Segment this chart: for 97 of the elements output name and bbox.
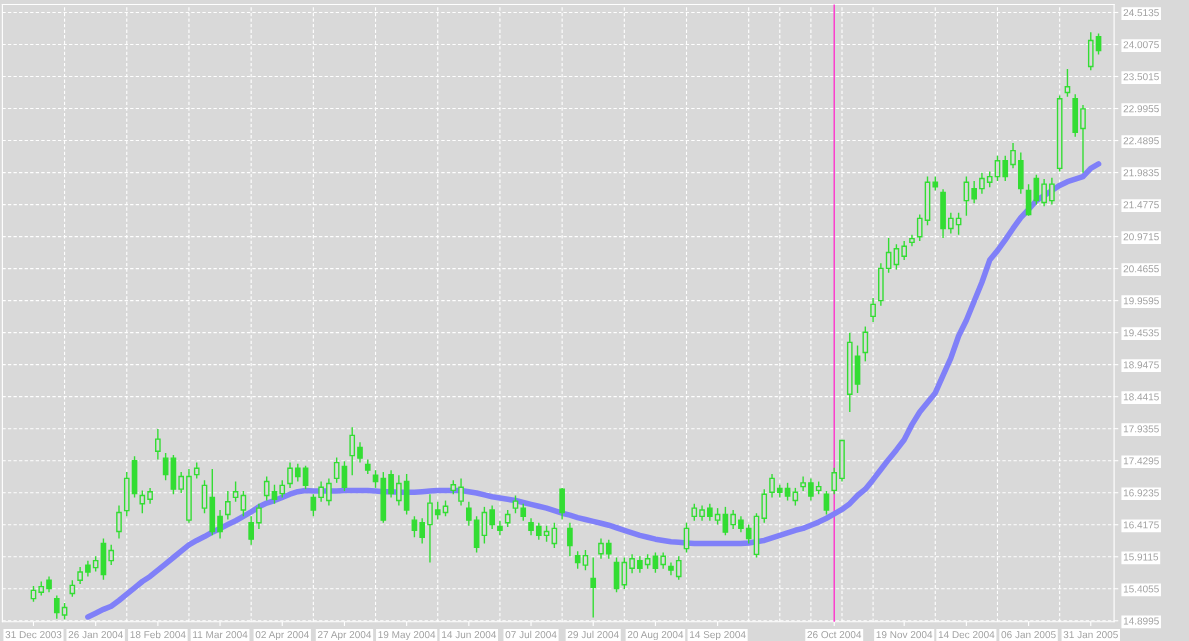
candlestick <box>979 172 985 195</box>
candlestick <box>232 480 239 503</box>
candlestick <box>831 466 838 495</box>
candlestick <box>1041 178 1047 208</box>
x-tick-label: 31 Jan 2005 <box>1063 631 1118 639</box>
candlestick <box>465 501 472 527</box>
candlestick <box>730 509 736 530</box>
x-tick-label: 26 Oct 2004 <box>807 631 862 639</box>
x-tick-label: 31 Dec 2003 <box>5 631 62 639</box>
y-tick-label: 22.4895 <box>1123 137 1159 145</box>
candlestick <box>559 487 565 521</box>
y-tick-label: 20.9715 <box>1123 233 1159 241</box>
candlestick <box>489 504 495 530</box>
x-tick-label: 29 Jul 2004 <box>567 630 619 639</box>
candlestick <box>901 240 908 261</box>
candlestick <box>1010 142 1016 170</box>
candlestick <box>388 469 394 499</box>
candlestick <box>326 477 332 507</box>
candlestick <box>139 489 146 514</box>
x-tick-label: 27 Apr 2004 <box>317 631 372 641</box>
candlestick <box>948 211 954 235</box>
candlestick <box>217 509 223 540</box>
candlestick <box>357 441 363 464</box>
y-tick-label: 22.9955 <box>1123 105 1159 113</box>
y-tick-label: 16.4175 <box>1123 521 1159 529</box>
candlestick <box>582 549 589 571</box>
y-tick-label: 15.4055 <box>1123 585 1159 593</box>
candlestick <box>287 461 293 489</box>
x-tick-label: 19 Nov 2004 <box>876 631 933 639</box>
candlestick <box>567 521 573 557</box>
candlestick <box>53 594 60 620</box>
x-tick-label: 18 Feb 2004 <box>130 630 186 639</box>
candlestick <box>419 517 426 545</box>
candlestick <box>411 515 418 538</box>
candlestick <box>1049 177 1055 206</box>
y-tick-label: 17.4295 <box>1123 457 1159 465</box>
candlestick <box>116 504 122 540</box>
candlestick <box>598 537 604 560</box>
candlestick <box>497 520 503 537</box>
y-tick-label: 18.9475 <box>1123 361 1159 369</box>
x-tick-label: 14 Jun 2004 <box>442 631 497 639</box>
candlestick <box>427 493 433 564</box>
candlestick <box>800 475 806 492</box>
candlestick <box>808 477 814 502</box>
candlestick <box>870 297 876 323</box>
y-tick-label: 21.9835 <box>1123 169 1159 177</box>
candlestick <box>271 484 278 505</box>
candlestick <box>675 555 682 581</box>
candlestick <box>162 452 169 481</box>
x-tick-label: 19 May 2004 <box>378 631 436 641</box>
candlestick <box>248 515 254 546</box>
y-tick-label: 15.9115 <box>1123 553 1159 561</box>
candlestick <box>621 556 628 590</box>
candlestick <box>1064 68 1071 98</box>
candlestick <box>862 325 869 363</box>
candlestick <box>745 523 752 545</box>
y-tick-label: 23.5015 <box>1123 73 1159 81</box>
candlestick <box>240 490 247 518</box>
y-tick-label: 21.4775 <box>1123 201 1159 209</box>
candlestick <box>916 213 923 242</box>
candlestick <box>310 493 317 518</box>
y-tick-label: 20.4655 <box>1123 265 1159 273</box>
candlestick <box>318 480 324 503</box>
candlestick <box>722 506 729 537</box>
y-tick-label: 24.0075 <box>1123 41 1159 49</box>
x-tick-label: 02 Apr 2004 <box>255 631 309 641</box>
y-tick-label: 19.4535 <box>1123 329 1159 337</box>
candlestick <box>155 428 161 461</box>
x-tick-label: 26 Jan 2004 <box>68 631 123 639</box>
candlestick <box>590 556 597 619</box>
candlestick <box>458 477 464 507</box>
y-tick-label: 24.5135 <box>1123 9 1159 17</box>
candlestick <box>263 475 270 502</box>
y-tick-label: 16.9235 <box>1123 489 1159 497</box>
y-tick-label: 17.9355 <box>1123 425 1159 433</box>
x-tick-label: 14 Sep 2004 <box>690 631 746 641</box>
y-tick-label: 19.9595 <box>1123 297 1159 305</box>
x-tick-label: 14 Dec 2004 <box>938 631 995 639</box>
x-tick-label: 20 Aug 2004 <box>627 631 684 641</box>
candlestick <box>224 490 231 521</box>
candlestick <box>396 474 402 507</box>
candlestick <box>971 180 977 204</box>
candlestick <box>769 473 775 499</box>
candlestick <box>333 456 340 484</box>
candlestick <box>629 553 635 574</box>
candlestick <box>108 544 115 566</box>
y-tick-label: 14.8995 <box>1123 617 1159 625</box>
x-tick-label: 06 Jan 2005 <box>1001 631 1056 639</box>
candlestick <box>349 426 356 476</box>
candlestick <box>605 539 612 560</box>
candlestick <box>256 503 262 530</box>
x-tick-label: 11 Mar 2004 <box>193 631 248 639</box>
candlestick <box>1002 155 1009 182</box>
x-tick-label: 07 Jul 2004 <box>505 630 557 639</box>
candlestick <box>178 471 185 494</box>
candlestick <box>1080 104 1086 174</box>
y-tick-label: 18.4415 <box>1123 393 1159 401</box>
